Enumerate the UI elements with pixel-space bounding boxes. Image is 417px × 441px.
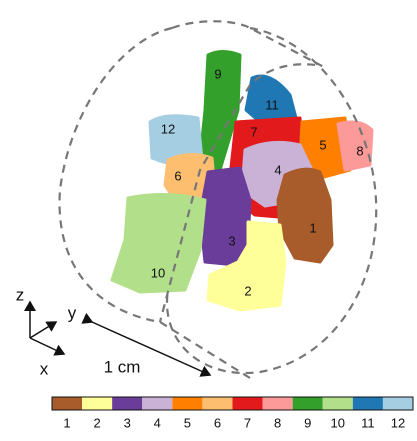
colorbar-label: 5 <box>184 415 191 430</box>
colorbar-label: 3 <box>124 415 131 430</box>
colorbar-cell <box>82 397 112 410</box>
colorbar-cell <box>142 397 172 410</box>
colorbar-cell <box>263 397 293 410</box>
segment-label: 10 <box>151 265 165 280</box>
axes-triad: z y x <box>16 285 77 378</box>
segment-label: 9 <box>214 66 221 81</box>
axis-z: z <box>16 285 25 304</box>
colorbar-cell <box>202 397 232 410</box>
colorbar-label: 6 <box>214 415 221 430</box>
figure: 911127584613102 z y x 1 cm 1234567891011… <box>0 0 417 436</box>
segment-label: 6 <box>174 168 181 183</box>
segment <box>278 169 332 262</box>
segment-label: 12 <box>161 121 175 136</box>
colorbar-label: 8 <box>274 415 281 430</box>
colorbar-cell <box>383 397 413 410</box>
colorbar-cell <box>293 397 323 410</box>
colorbar-label: 12 <box>391 415 405 430</box>
segment <box>200 168 250 265</box>
segment-label: 7 <box>250 124 257 139</box>
colorbar-cell <box>353 397 383 410</box>
colorbar-label: 11 <box>361 415 375 430</box>
segment-label: 8 <box>356 143 363 158</box>
segment-label: 5 <box>319 137 326 152</box>
segment-label: 1 <box>309 220 316 235</box>
colorbar-label: 10 <box>331 415 345 430</box>
colorbar-label: 1 <box>63 415 70 430</box>
colorbar-label: 2 <box>94 415 101 430</box>
axis-y: y <box>68 303 77 322</box>
colorbar-cell <box>323 397 353 410</box>
colorbar-cell <box>52 397 82 410</box>
colorbar-cell <box>112 397 142 410</box>
segment-label: 4 <box>274 162 281 177</box>
segments: 9 11 12 7 5 8 4 6 1 3 10 2 <box>112 52 372 311</box>
scale-label: 1 cm <box>104 357 141 376</box>
segment-label: 3 <box>228 233 235 248</box>
segment-label: 11 <box>265 97 279 112</box>
colorbar-cell <box>233 397 263 410</box>
colorbar-label: 4 <box>154 415 161 430</box>
segment-label: 2 <box>244 283 251 298</box>
colorbar-cell <box>172 397 202 410</box>
colorbar-label: 9 <box>304 415 311 430</box>
axis-x: x <box>40 359 49 378</box>
colorbar-label: 7 <box>244 415 251 430</box>
